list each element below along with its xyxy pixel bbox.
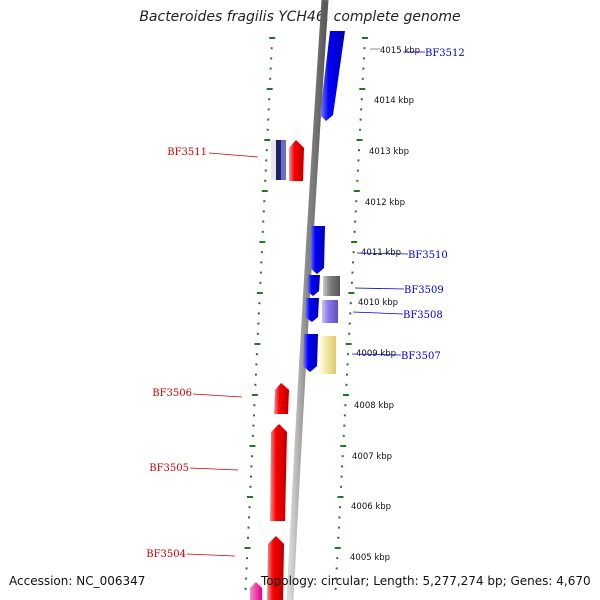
feature-bf3510[interactable] [310, 226, 325, 274]
kbp-label: 4012 kbp [365, 198, 405, 208]
gene-label-bf3504[interactable]: BF3504 [146, 549, 186, 560]
gene-label-bf3512[interactable]: BF3512 [425, 48, 465, 59]
features [250, 31, 345, 600]
feature-bf3509-grey[interactable] [323, 276, 340, 296]
gene-label-bf3511[interactable]: BF3511 [167, 147, 207, 158]
feature-bf3511-c[interactable] [281, 140, 286, 180]
map-title: Bacteroides fragilis YCH46, complete gen… [139, 9, 461, 25]
gene-label-bf3510[interactable]: BF3510 [408, 250, 448, 261]
feature-bf3507[interactable] [303, 334, 318, 372]
feature-bf3511-a[interactable] [271, 140, 276, 180]
kbp-label: 4015 kbp [380, 46, 420, 56]
gene-labels-right: BF3512 BF3510 BF3509 BF3508 BF3507 [351, 48, 465, 362]
feature-bf3511[interactable] [289, 140, 304, 181]
gene-labels-left: BF3511 BF3506 BF3505 BF3504 [146, 147, 259, 560]
kbp-label: 4006 kbp [351, 502, 391, 512]
feature-bf3508-lav[interactable] [322, 300, 338, 323]
feature-bf3507-yellow[interactable] [320, 336, 336, 374]
feature-pink[interactable] [250, 582, 262, 600]
feature-bf3505[interactable] [270, 424, 287, 521]
gene-label-bf3509[interactable]: BF3509 [404, 285, 444, 296]
kbp-label: 4008 kbp [354, 401, 394, 411]
feature-bf3509[interactable] [307, 275, 320, 296]
gene-label-bf3506[interactable]: BF3506 [152, 388, 192, 399]
gene-label-bf3507[interactable]: BF3507 [401, 351, 441, 362]
kbp-label: 4010 kbp [358, 298, 398, 308]
kbp-label: 4011 kbp [361, 248, 401, 258]
tick-track-right [334, 37, 368, 590]
gene-label-bf3505[interactable]: BF3505 [149, 463, 189, 474]
gene-label-bf3508[interactable]: BF3508 [403, 310, 443, 321]
kbp-labels: 4015 kbp 4014 kbp 4013 kbp 4012 kbp 4011… [350, 46, 420, 563]
feature-bf3512[interactable] [320, 31, 345, 121]
topology-text: Topology: circular; Length: 5,277,274 bp… [261, 574, 591, 588]
feature-bf3506[interactable] [274, 383, 289, 414]
kbp-label: 4013 kbp [369, 147, 409, 157]
kbp-label: 4007 kbp [352, 452, 392, 462]
kbp-label: 4009 kbp [356, 349, 396, 359]
feature-bf3504[interactable] [267, 536, 284, 600]
feature-bf3511-b[interactable] [276, 140, 281, 180]
tick-track-left [244, 37, 276, 590]
kbp-label: 4014 kbp [374, 96, 414, 106]
kbp-label: 4005 kbp [350, 553, 390, 563]
feature-bf3508[interactable] [305, 298, 319, 322]
accession-text: Accession: NC_006347 [9, 574, 146, 588]
